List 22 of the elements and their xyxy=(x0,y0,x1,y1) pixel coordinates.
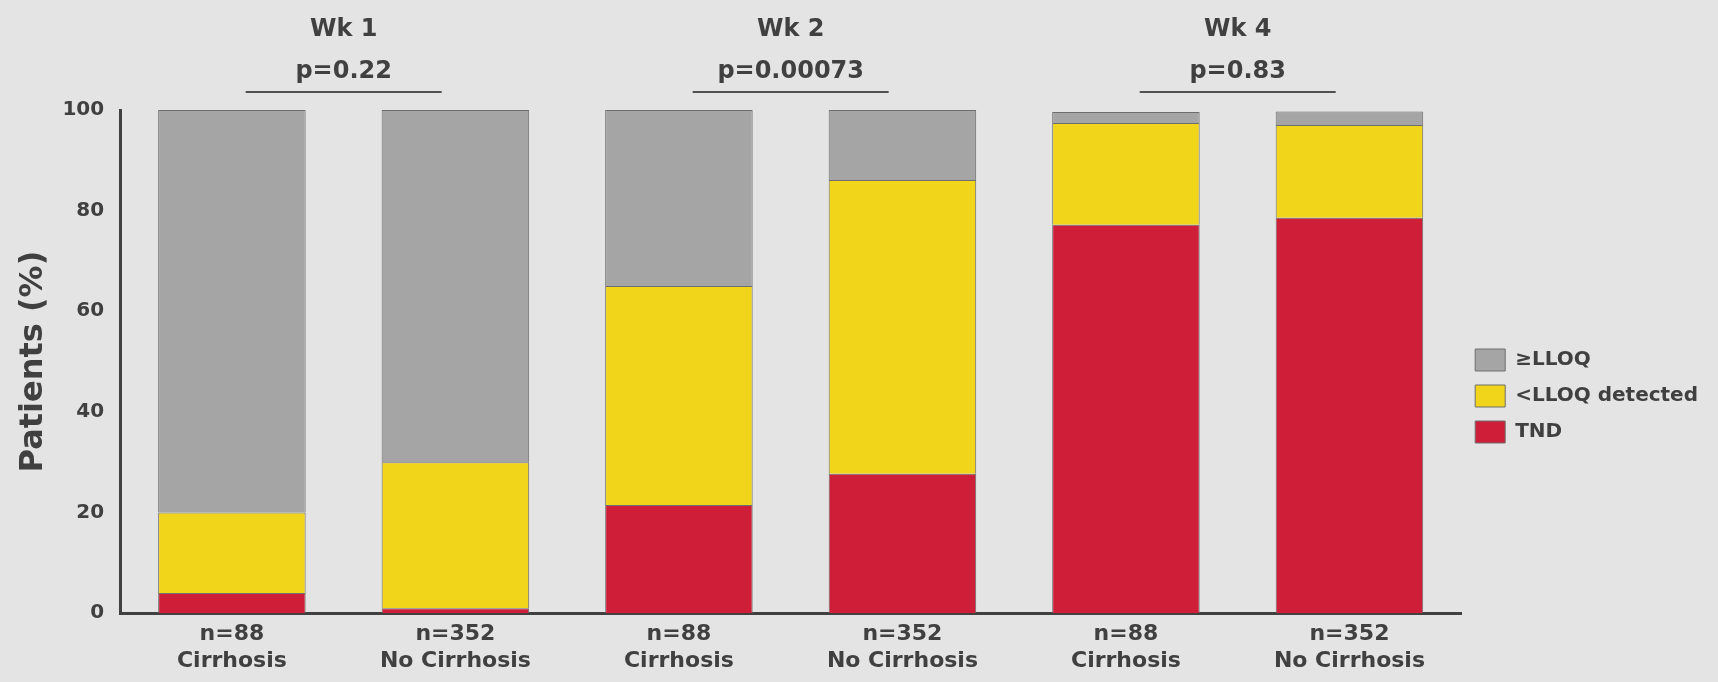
x-tick-label: n=88 Cirrhosis xyxy=(623,620,734,672)
text: Wk 1 xyxy=(309,14,378,43)
y-tick-label: 60 xyxy=(76,297,105,322)
y-axis-title: Patients (%) xyxy=(11,250,50,473)
x-tick-label: n=88 Cirrhosis xyxy=(1070,620,1181,672)
text: Wk 2 xyxy=(756,14,825,43)
text: p=0.00073 xyxy=(717,56,864,85)
y-tick-label: 100 xyxy=(62,96,105,121)
x-tick-label: n=352 No Cirrhosis xyxy=(826,620,978,672)
text: p=0.22 xyxy=(295,56,392,85)
x-tick-label: n=88 Cirrhosis xyxy=(176,620,287,672)
x-tick-label: n=352 No Cirrhosis xyxy=(379,620,531,672)
text: p=0.83 xyxy=(1189,56,1286,85)
y-tick-label: 20 xyxy=(76,498,105,523)
text: Wk 4 xyxy=(1203,14,1272,43)
y-tick-label: 80 xyxy=(76,196,105,221)
y-tick-label: 0 xyxy=(90,599,105,624)
x-tick-label: n=352 No Cirrhosis xyxy=(1273,620,1425,672)
legend-label: <LLOQ detected xyxy=(1515,382,1699,407)
legend-label: TND xyxy=(1515,418,1563,443)
legend-label: ≥LLOQ xyxy=(1515,346,1591,371)
y-tick-label: 40 xyxy=(76,398,105,423)
